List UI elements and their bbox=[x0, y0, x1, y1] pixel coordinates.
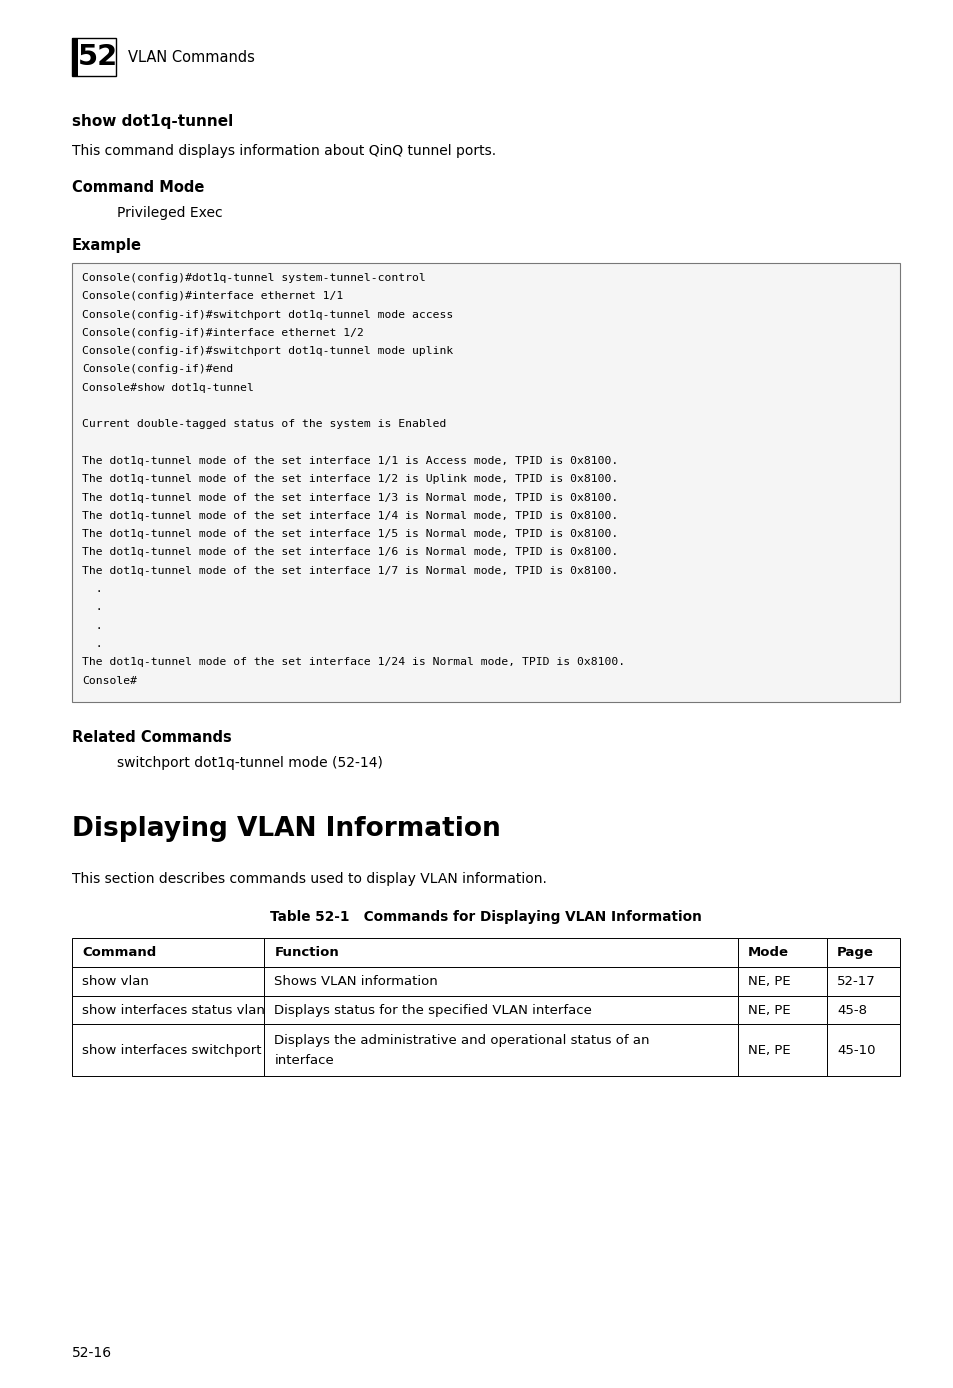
Text: show vlan: show vlan bbox=[82, 976, 149, 988]
Text: The dot1q-tunnel mode of the set interface 1/24 is Normal mode, TPID is 0x8100.: The dot1q-tunnel mode of the set interfa… bbox=[82, 658, 624, 668]
Bar bbox=[738, 997, 826, 1024]
Bar bbox=[738, 938, 826, 967]
Text: Console(config-if)#switchport dot1q-tunnel mode uplink: Console(config-if)#switchport dot1q-tunn… bbox=[82, 346, 453, 357]
Text: show dot1q-tunnel: show dot1q-tunnel bbox=[71, 114, 233, 129]
Bar bbox=[738, 967, 826, 997]
Text: NE, PE: NE, PE bbox=[747, 1044, 790, 1056]
Text: 52-17: 52-17 bbox=[836, 976, 875, 988]
Text: .: . bbox=[82, 602, 103, 612]
Text: 52-16: 52-16 bbox=[71, 1346, 112, 1360]
Text: Shows VLAN information: Shows VLAN information bbox=[274, 976, 437, 988]
Text: The dot1q-tunnel mode of the set interface 1/2 is Uplink mode, TPID is 0x8100.: The dot1q-tunnel mode of the set interfa… bbox=[82, 475, 618, 484]
Bar bbox=[264, 967, 738, 997]
Bar bbox=[826, 1024, 899, 1077]
Text: The dot1q-tunnel mode of the set interface 1/6 is Normal mode, TPID is 0x8100.: The dot1q-tunnel mode of the set interfa… bbox=[82, 547, 618, 558]
Text: The dot1q-tunnel mode of the set interface 1/1 is Access mode, TPID is 0x8100.: The dot1q-tunnel mode of the set interfa… bbox=[82, 457, 618, 466]
Text: Console(config-if)#end: Console(config-if)#end bbox=[82, 365, 233, 375]
Text: Console#: Console# bbox=[82, 676, 137, 686]
Text: Current double-tagged status of the system is Enabled: Current double-tagged status of the syst… bbox=[82, 419, 446, 429]
Text: Displaying VLAN Information: Displaying VLAN Information bbox=[71, 816, 500, 843]
Bar bbox=[738, 1024, 826, 1077]
Text: Mode: Mode bbox=[747, 947, 788, 959]
Text: This command displays information about QinQ tunnel ports.: This command displays information about … bbox=[71, 144, 496, 158]
Text: Command: Command bbox=[82, 947, 156, 959]
Text: Related Commands: Related Commands bbox=[71, 730, 232, 745]
Bar bbox=[71, 967, 264, 997]
Bar bbox=[71, 37, 78, 76]
Text: NE, PE: NE, PE bbox=[747, 976, 790, 988]
Bar bbox=[826, 967, 899, 997]
Text: The dot1q-tunnel mode of the set interface 1/5 is Normal mode, TPID is 0x8100.: The dot1q-tunnel mode of the set interfa… bbox=[82, 529, 618, 539]
Text: The dot1q-tunnel mode of the set interface 1/3 is Normal mode, TPID is 0x8100.: The dot1q-tunnel mode of the set interfa… bbox=[82, 493, 618, 502]
Text: Privileged Exec: Privileged Exec bbox=[117, 205, 222, 221]
Bar bbox=[826, 938, 899, 967]
Text: show interfaces switchport: show interfaces switchport bbox=[82, 1044, 261, 1056]
Text: interface: interface bbox=[274, 1053, 334, 1067]
Text: Command Mode: Command Mode bbox=[71, 180, 204, 194]
Bar bbox=[264, 997, 738, 1024]
Text: NE, PE: NE, PE bbox=[747, 1004, 790, 1016]
Text: .: . bbox=[82, 620, 103, 630]
Text: Displays the administrative and operational status of an: Displays the administrative and operatio… bbox=[274, 1034, 649, 1048]
Text: .: . bbox=[82, 584, 103, 594]
Text: Page: Page bbox=[836, 947, 873, 959]
Text: Table 52-1   Commands for Displaying VLAN Information: Table 52-1 Commands for Displaying VLAN … bbox=[270, 911, 701, 924]
Text: switchport dot1q-tunnel mode (52-14): switchport dot1q-tunnel mode (52-14) bbox=[117, 756, 382, 770]
Bar bbox=[71, 262, 899, 702]
Text: Console(config-if)#interface ethernet 1/2: Console(config-if)#interface ethernet 1/… bbox=[82, 328, 363, 337]
Text: This section describes commands used to display VLAN information.: This section describes commands used to … bbox=[71, 872, 546, 886]
Text: Function: Function bbox=[274, 947, 338, 959]
Bar bbox=[71, 1024, 264, 1077]
Bar bbox=[264, 938, 738, 967]
Text: Console(config-if)#switchport dot1q-tunnel mode access: Console(config-if)#switchport dot1q-tunn… bbox=[82, 310, 453, 319]
Text: 45-8: 45-8 bbox=[836, 1004, 866, 1016]
Bar bbox=[264, 1024, 738, 1077]
Bar bbox=[826, 997, 899, 1024]
Text: Example: Example bbox=[71, 237, 142, 253]
Text: VLAN Commands: VLAN Commands bbox=[128, 50, 254, 64]
Text: Displays status for the specified VLAN interface: Displays status for the specified VLAN i… bbox=[274, 1004, 592, 1016]
Text: 52: 52 bbox=[78, 43, 118, 71]
Text: Console(config)#interface ethernet 1/1: Console(config)#interface ethernet 1/1 bbox=[82, 291, 343, 301]
Text: .: . bbox=[82, 638, 103, 650]
Text: Console(config)#dot1q-tunnel system-tunnel-control: Console(config)#dot1q-tunnel system-tunn… bbox=[82, 273, 425, 283]
Text: show interfaces status vlan: show interfaces status vlan bbox=[82, 1004, 265, 1016]
Text: The dot1q-tunnel mode of the set interface 1/4 is Normal mode, TPID is 0x8100.: The dot1q-tunnel mode of the set interfa… bbox=[82, 511, 618, 520]
Text: 45-10: 45-10 bbox=[836, 1044, 875, 1056]
Bar bbox=[71, 938, 264, 967]
Bar bbox=[71, 37, 116, 76]
Bar bbox=[71, 997, 264, 1024]
Text: The dot1q-tunnel mode of the set interface 1/7 is Normal mode, TPID is 0x8100.: The dot1q-tunnel mode of the set interfa… bbox=[82, 566, 618, 576]
Text: Console#show dot1q-tunnel: Console#show dot1q-tunnel bbox=[82, 383, 253, 393]
